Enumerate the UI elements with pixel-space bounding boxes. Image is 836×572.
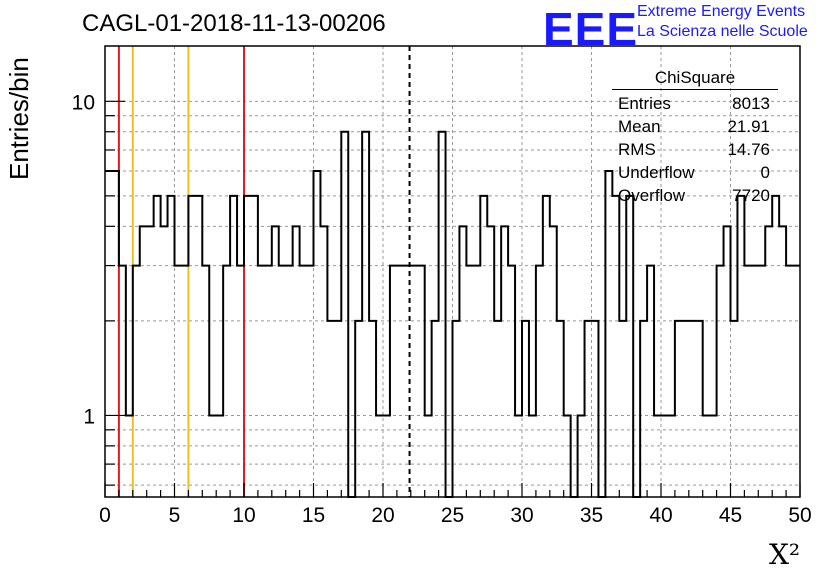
grid-lines [105,46,800,497]
x-tick-label: 50 [788,504,811,527]
tick-labels: 0 5 10 15 20 25 30 35 40 45 50 1 10 [72,91,812,527]
stats-box: ChiSquare Entries 8013 Mean 21.91 RMS 14… [612,68,778,207]
axis-ticks [104,100,801,497]
stats-label: Mean [618,117,661,136]
stats-label: Entries [618,94,671,113]
x-tick-label: 5 [169,504,181,527]
stats-value: 14.76 [727,140,770,159]
y-tick-label: 10 [72,91,95,114]
histogram-series [105,130,800,498]
logo-text-line2: La Scienza nelle Scuole [637,23,808,40]
y-tick-label: 1 [83,405,95,428]
stats-row-mean: Mean 21.91 [612,115,778,138]
stats-title: ChiSquare [612,68,778,90]
x-tick-label: 20 [371,504,394,527]
stats-row-overflow: Overflow 7720 [612,184,778,207]
stats-label: Underflow [618,163,695,182]
stats-row-underflow: Underflow 0 [612,161,778,184]
stats-value: 7720 [732,186,770,205]
x-tick-label: 15 [302,504,325,527]
x-axis-label: X² [769,538,801,571]
x-tick-label: 40 [649,504,672,527]
x-tick-label: 45 [719,504,742,527]
x-tick-label: 0 [99,504,111,527]
stats-value: 21.91 [727,117,770,136]
stats-value: 8013 [732,94,770,113]
stats-row-rms: RMS 14.76 [612,138,778,161]
chart-title: CAGL-01-2018-11-13-00206 [82,10,386,37]
x-tick-label: 25 [441,504,464,527]
x-tick-label: 30 [510,504,533,527]
x-tick-label: 35 [580,504,603,527]
stats-value: 0 [760,163,770,182]
stats-row-entries: Entries 8013 [612,92,778,115]
x-tick-label: 10 [232,504,255,527]
stats-label: RMS [618,140,656,159]
eee-logo: EEE [543,3,639,55]
y-axis-label: Entries/bin [4,57,34,180]
logo-text-line1: Extreme Energy Events [637,3,806,20]
stats-label: Overflow [618,186,686,205]
